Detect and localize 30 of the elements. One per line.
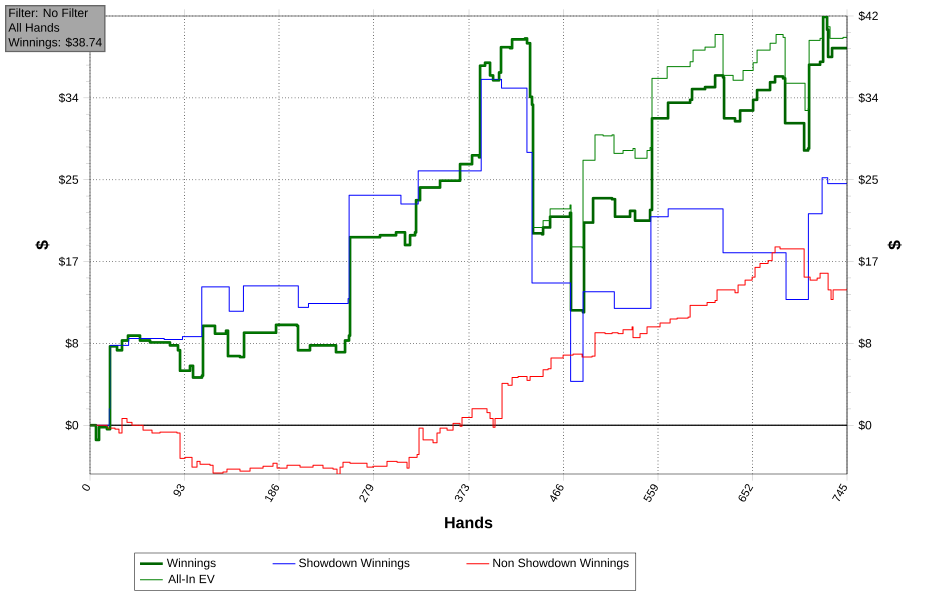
y2-tick-label: $17 <box>858 256 878 266</box>
legend-label: All-In EV <box>168 574 215 584</box>
text: All Hands <box>8 22 60 32</box>
y2-tick-label: $8 <box>858 338 872 348</box>
y2-tick-label: $34 <box>858 92 878 103</box>
annotation: Winnings: $38.74 <box>8 37 102 49</box>
x-tick-label: 466 <box>550 484 564 502</box>
legend-label: Winnings <box>166 558 216 570</box>
x-tick-label: 186 <box>265 484 279 502</box>
y-tick-label: $0 <box>65 420 78 430</box>
y-tick-label: $34 <box>58 92 78 103</box>
y-tick-label: $8 <box>65 338 78 348</box>
x-axis-title: Hands <box>445 516 492 528</box>
y2-axis-title: $ <box>888 240 902 250</box>
x-tick-label: 0 <box>82 484 90 491</box>
legend-label: Non Showdown Winnings <box>493 558 629 570</box>
y2-tick-label: $42 <box>858 11 878 21</box>
y2-tick-label: $0 <box>858 420 872 430</box>
y-axis-title: $ <box>35 240 50 250</box>
x-tick-label: 373 <box>454 484 470 502</box>
x-tick-label: 745 <box>832 484 847 502</box>
x-tick-label: 559 <box>643 484 658 502</box>
y-tick-label: $25 <box>58 174 78 185</box>
x-tick-label: 93 <box>174 484 185 496</box>
x-tick-label: 279 <box>359 484 374 503</box>
y2-tick-label: $25 <box>858 174 878 185</box>
x-tick-label: 652 <box>738 484 754 502</box>
legend-label: Showdown Winnings <box>299 558 410 570</box>
text: Filter: No Filter <box>9 8 88 18</box>
y-tick-label: $17 <box>58 256 78 266</box>
